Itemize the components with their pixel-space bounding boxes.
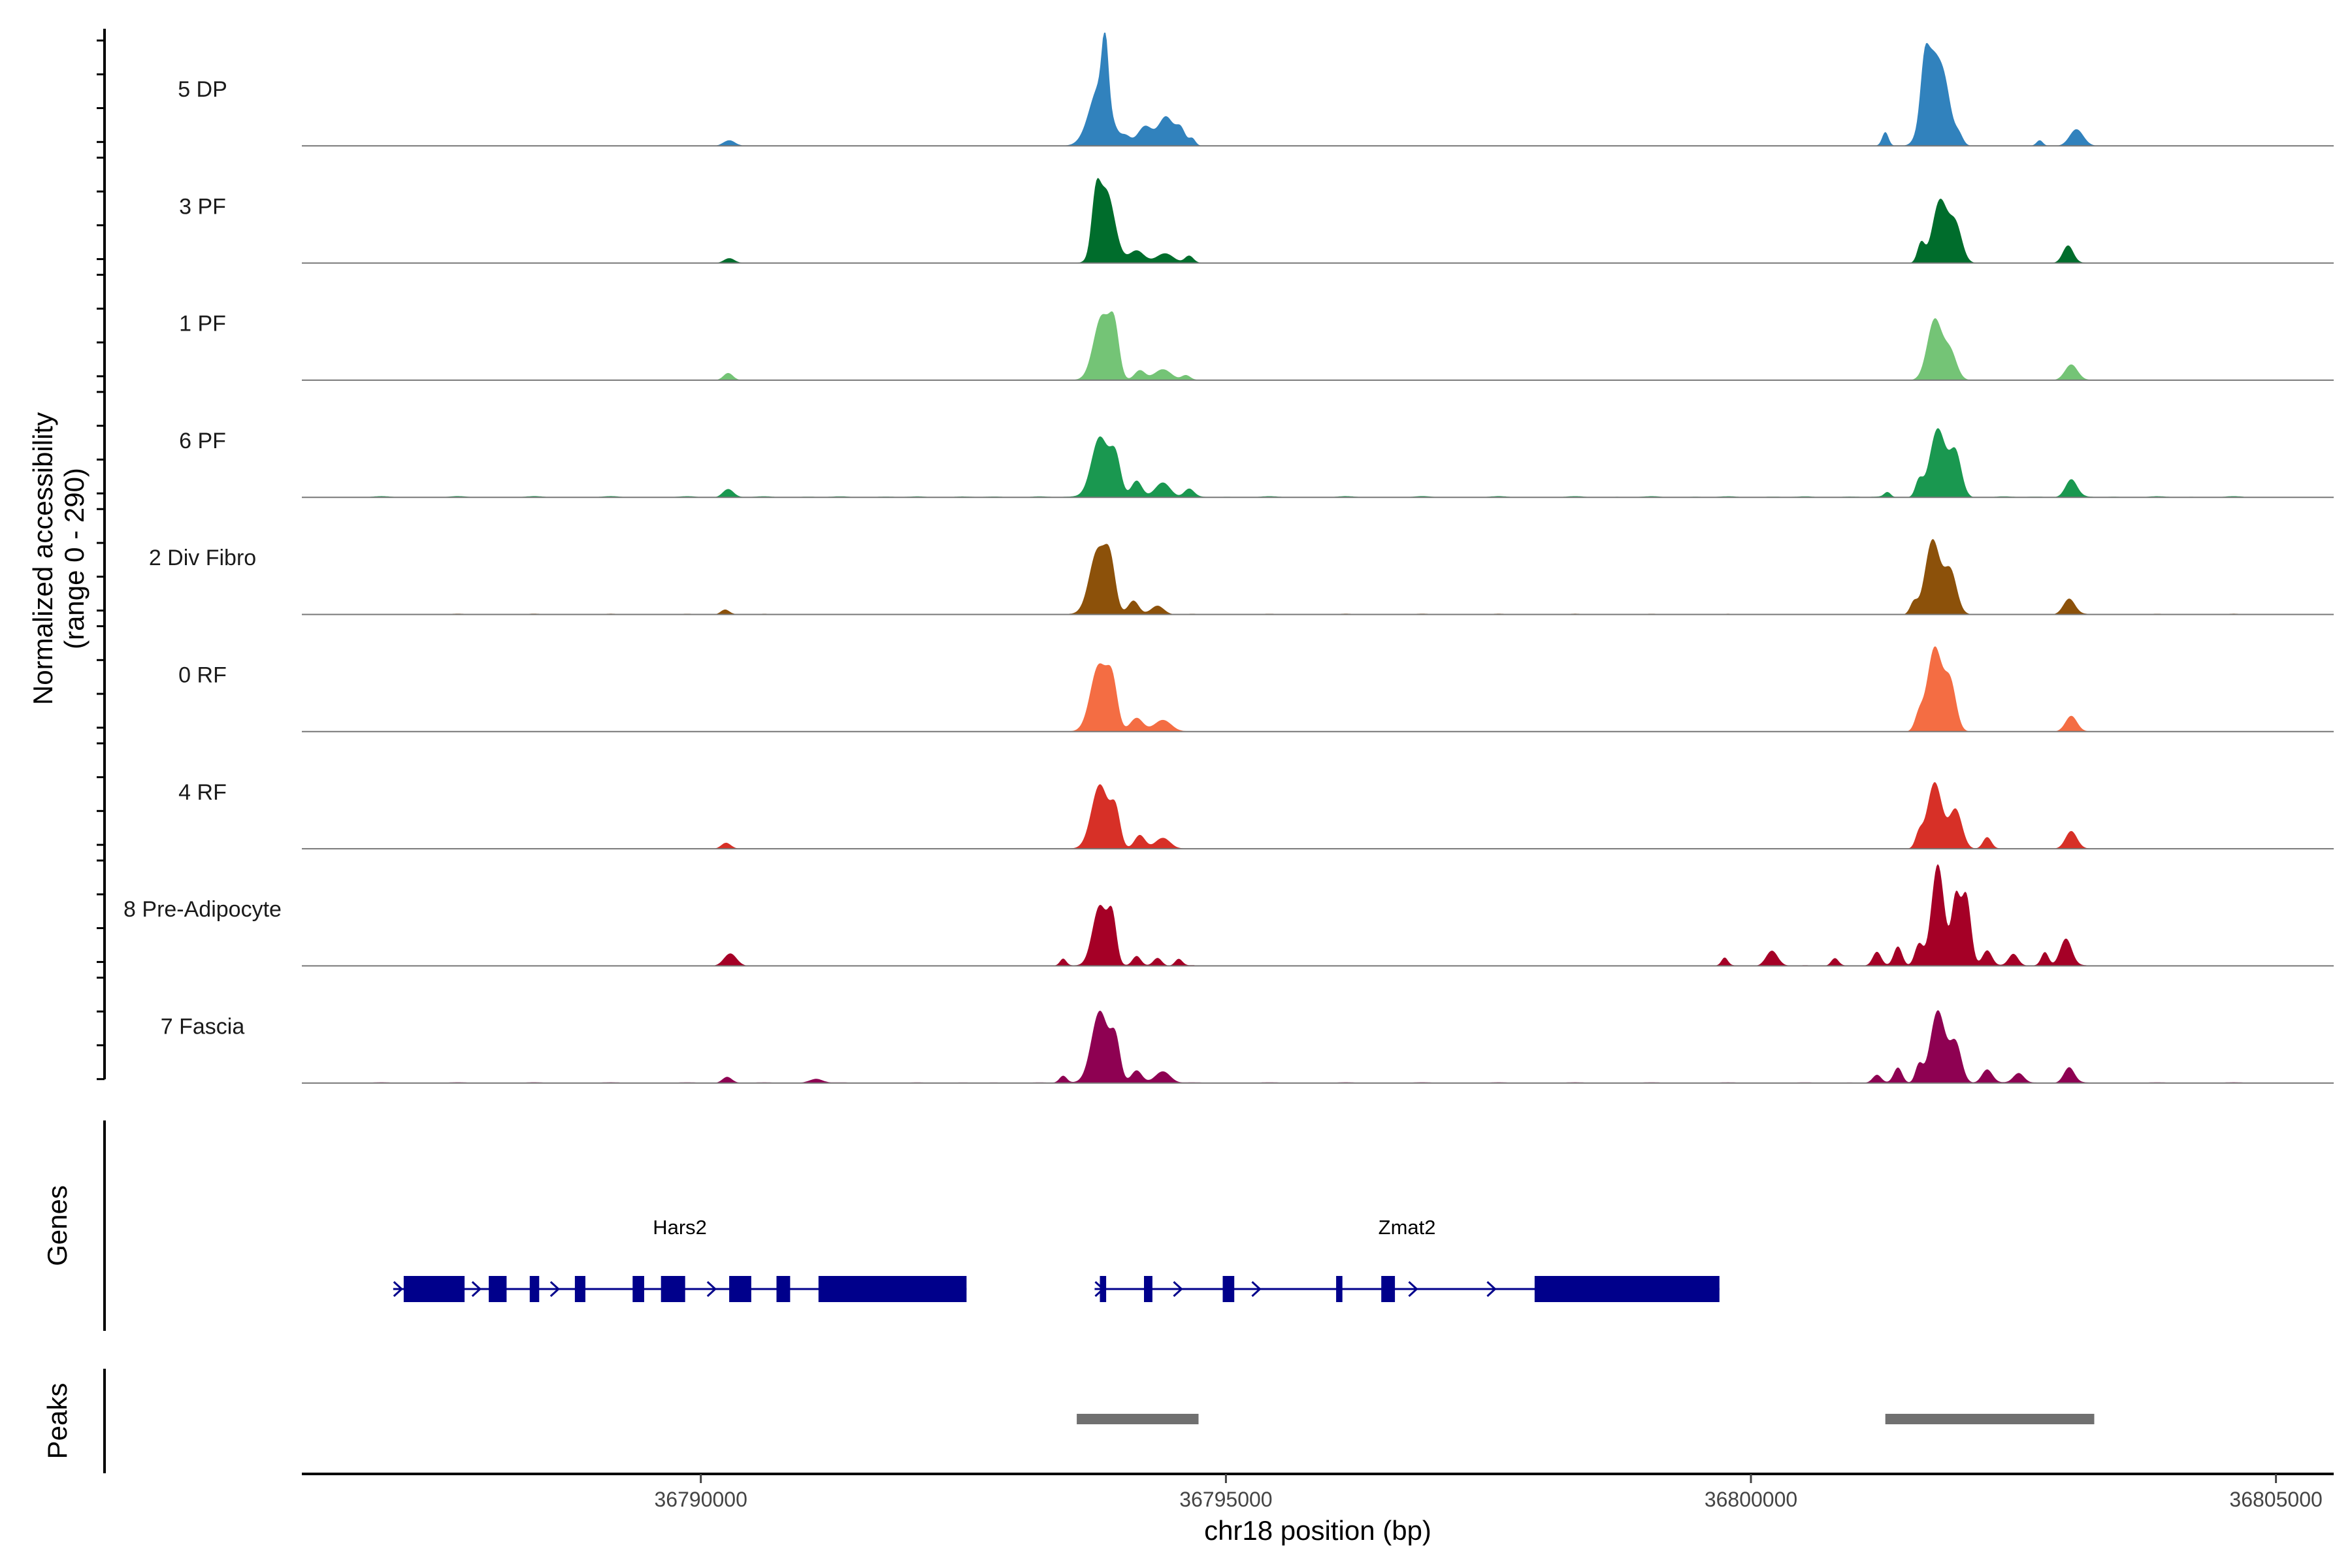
track-label: 7 Fascia	[161, 1014, 245, 1039]
gene-exon	[729, 1276, 751, 1302]
strand-arrow	[471, 1281, 482, 1298]
track-3-pf: 3 PF	[179, 178, 2334, 264]
gene-exon	[1381, 1276, 1396, 1302]
gene-name-label: Hars2	[653, 1216, 707, 1239]
x-tick-label: 36795000	[1179, 1488, 1272, 1511]
track-label: 3 PF	[179, 194, 226, 219]
coverage-area-4-rf	[302, 782, 2334, 849]
strand-arrow	[1486, 1281, 1497, 1298]
coverage-y-axis-title: Normalized accessibility	[27, 412, 58, 705]
coverage-area-2-div-fibro	[302, 539, 2334, 615]
strand-arrow	[1173, 1281, 1183, 1298]
gene-exon	[1222, 1276, 1235, 1302]
track-0-rf: 0 RF	[178, 646, 2334, 732]
gene-exon	[1144, 1276, 1152, 1302]
track-label: 5 DP	[178, 77, 227, 102]
coverage-tracks: 5 DP 3 PF 1 PF 6 PF 2 Div Fibro 0 RF 4 RF 8 Pre…	[123, 33, 2334, 1084]
x-axis-ticks: 36790000 36795000 36800000 36805000	[655, 1474, 2323, 1511]
peak-region	[1885, 1414, 2095, 1424]
coverage-area-6-pf	[302, 428, 2334, 498]
gene-zmat2: Zmat2	[1094, 1216, 1720, 1302]
track-label: 1 PF	[179, 312, 226, 336]
gene-exon	[818, 1276, 967, 1302]
strand-arrow	[549, 1281, 561, 1298]
peak-region	[1077, 1414, 1199, 1424]
track-label: 4 RF	[178, 780, 227, 805]
track-label: 2 Div Fibro	[149, 546, 256, 570]
track-7-fascia: 7 Fascia	[161, 1010, 2334, 1084]
gene-exon	[1336, 1276, 1343, 1302]
x-tick-label: 36790000	[655, 1488, 747, 1511]
gene-exon	[776, 1276, 791, 1302]
coverage-y-axis-ticks	[97, 39, 105, 1081]
peaks-track-label: Peaks	[42, 1383, 73, 1460]
track-4-rf: 4 RF	[178, 780, 2334, 850]
track-label: 0 RF	[178, 663, 227, 688]
coverage-y-axis-range: (range 0 - 290)	[59, 468, 90, 649]
track-2-div-fibro: 2 Div Fibro	[149, 539, 2334, 615]
gene-exon	[529, 1276, 540, 1302]
gene-exon	[1534, 1276, 1720, 1302]
gene-exon	[1100, 1276, 1107, 1302]
x-tick-label: 36800000	[1705, 1488, 1797, 1511]
genes-track-label: Genes	[42, 1185, 73, 1266]
strand-arrow	[1251, 1281, 1262, 1298]
gene-exon	[661, 1276, 685, 1302]
coverage-area-3-pf	[302, 178, 2334, 263]
coverage-area-1-pf	[302, 311, 2334, 380]
track-label: 6 PF	[179, 429, 226, 453]
track-label: 8 Pre-Adipocyte	[123, 897, 282, 922]
coverage-area-0-rf	[302, 646, 2334, 732]
coverage-area-8-pre-adipocyte	[302, 864, 2334, 966]
peaks-track	[1077, 1414, 2095, 1424]
x-tick-label: 36805000	[2229, 1488, 2322, 1511]
gene-exon	[403, 1276, 465, 1302]
gene-exon	[632, 1276, 644, 1302]
x-axis-title: chr18 position (bp)	[1204, 1515, 1431, 1546]
gene-hars2: Hars2	[393, 1216, 967, 1302]
gene-name-label: Zmat2	[1379, 1216, 1436, 1239]
strand-arrow	[706, 1281, 717, 1298]
track-6-pf: 6 PF	[179, 428, 2334, 498]
strand-arrow	[1408, 1281, 1418, 1298]
coverage-area-7-fascia	[302, 1010, 2334, 1083]
coverage-area-5-dp	[302, 33, 2334, 146]
gene-exon	[489, 1276, 507, 1302]
gene-track: Hars2 Zmat2	[393, 1216, 1720, 1302]
track-8-pre-adipocyte: 8 Pre-Adipocyte	[123, 864, 2334, 967]
strand-arrow	[393, 1281, 404, 1298]
gene-exon	[574, 1276, 585, 1302]
track-5-dp: 5 DP	[178, 33, 2334, 147]
track-1-pf: 1 PF	[179, 311, 2334, 381]
